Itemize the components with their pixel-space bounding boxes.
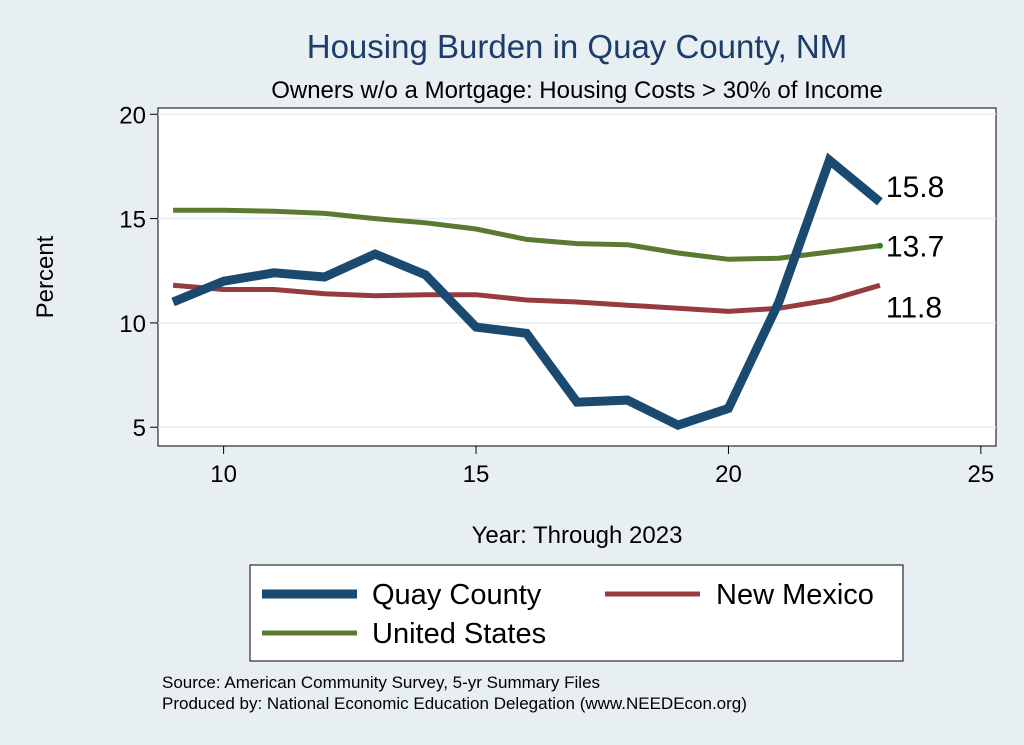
x-tick-label-25: 25 [968, 461, 995, 488]
y-tick-label-5: 5 [133, 415, 146, 442]
end-labels: 15.8 11.8 13.7 [886, 171, 944, 324]
x-axis-label: Year: Through 2023 [472, 522, 683, 549]
y-axis-label: Percent [32, 235, 59, 318]
end-label-new-mexico: 11.8 [886, 291, 942, 324]
x-axis-ticks: 10 15 20 25 [210, 446, 994, 488]
y-axis-ticks: 5 10 15 20 [119, 102, 158, 442]
legend: Quay County New Mexico United States [249, 564, 904, 662]
x-tick-label-20: 20 [715, 461, 742, 488]
x-tick-label-15: 15 [463, 461, 490, 488]
producer-note: Produced by: National Economic Education… [162, 694, 747, 713]
x-tick-label-10: 10 [210, 461, 237, 488]
series-line-quay-county [171, 152, 883, 430]
source-note: Source: American Community Survey, 5-yr … [162, 673, 600, 692]
series-end-marker-united-states [876, 242, 883, 249]
series-line-new-mexico [172, 282, 881, 314]
chart-title: Housing Burden in Quay County, NM [307, 28, 848, 65]
series-line-united-states [173, 207, 881, 262]
y-tick-label-10: 10 [119, 311, 146, 338]
legend-label-united-states: United States [372, 618, 546, 650]
y-tick-label-15: 15 [119, 207, 146, 234]
chart-subtitle: Owners w/o a Mortgage: Housing Costs > 3… [271, 77, 883, 104]
end-label-united-states: 13.7 [886, 231, 944, 264]
series-group [171, 152, 883, 430]
legend-label-quay-county: Quay County [372, 579, 542, 611]
grid [158, 113, 996, 428]
legend-box [249, 564, 904, 662]
legend-label-new-mexico: New Mexico [716, 579, 874, 611]
y-tick-label-20: 20 [119, 102, 146, 129]
end-label-quay-county: 15.8 [886, 171, 944, 204]
